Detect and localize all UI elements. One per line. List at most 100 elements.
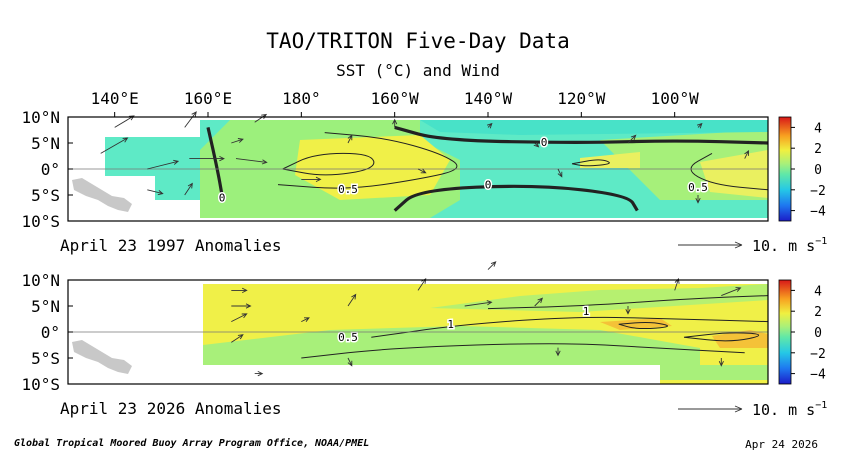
contour-value-label: 0.5: [688, 181, 708, 194]
panel-1997: 0 0 0 0.5 0.5 10°N 5°N 0° 5°S 10°S 4 2 0 −2 −4 April…: [21, 108, 827, 255]
wind-scale-arrowhead: [734, 241, 743, 249]
panel-2026: 110.5 10°N 5°N 0° 5°S 10°S 4 2 0 −2 −4 April 23 …: [21, 261, 827, 419]
contour-line: [206, 127, 224, 196]
y-tick-label: 10°S: [21, 212, 60, 231]
contour-line: [487, 295, 768, 310]
wind-arrow: [184, 182, 193, 196]
x-tick-labels: 140°E 160°E 180° 160°W 140°W 120°W 100°W: [91, 89, 700, 117]
x-tick-label: 160°W: [371, 89, 420, 108]
wind-arrow: [534, 297, 544, 307]
y-tick-label: 5°S: [31, 186, 60, 205]
colorbar-ticks: 4 2 0 −2 −4: [791, 284, 826, 383]
contour-line: [393, 184, 639, 212]
colorbar: 4 2 0 −2 −4: [778, 116, 826, 222]
footer-date: Apr 24 2026: [745, 438, 818, 451]
sst-fill-green-north: [430, 284, 768, 312]
colorbar-tick-label: 4: [814, 284, 822, 299]
wind-arrow: [696, 122, 703, 129]
wind-scale: 10. m s−1: [678, 236, 827, 255]
wind-vectors: [100, 111, 749, 204]
colorbar-tick-label: −2: [810, 347, 826, 362]
wind-arrow: [235, 158, 268, 165]
sst-fill-green-east: [660, 365, 768, 380]
wind-arrow: [464, 300, 493, 307]
land-mass: [72, 178, 132, 212]
wind-arrow: [533, 141, 540, 148]
y-tick-label: 0°: [41, 160, 60, 179]
contour-line: [571, 159, 610, 167]
y-tick-label: 10°N: [21, 108, 60, 127]
contour-value-label: 0: [219, 192, 226, 205]
colorbar-tick-label: −4: [810, 205, 826, 220]
wind-scale-arrowhead: [734, 405, 743, 413]
land-mass: [72, 340, 132, 374]
wind-scale-label: 10. m s−1: [752, 400, 827, 419]
wind-arrow: [625, 306, 631, 315]
colorbar-tick-label: 0: [814, 163, 822, 178]
colorbar-tick-label: 4: [814, 121, 822, 136]
contour-value-label: 1: [447, 318, 454, 331]
contour-line: [282, 152, 375, 176]
x-tick-label: 140°E: [91, 89, 139, 108]
sst-fill-yellow: [295, 135, 450, 200]
colorbar-tick-label: −2: [810, 184, 826, 199]
wind-arrow: [718, 358, 724, 367]
wind-arrow: [487, 261, 497, 270]
contours: [206, 125, 768, 212]
chart-title: TAO/TRITON Five-Day Data: [266, 29, 569, 53]
colorbar: 4 2 0 −2 −4: [778, 279, 826, 385]
wind-arrow: [347, 293, 357, 307]
wind-arrow: [189, 155, 225, 162]
wind-arrow: [392, 118, 398, 128]
y-tick-label: 10°N: [21, 271, 60, 290]
y-tick-label: 10°S: [21, 375, 60, 394]
contour-line: [277, 132, 458, 189]
y-tick-label: 0°: [41, 323, 60, 342]
wind-arrow: [417, 168, 427, 174]
y-tick-label: 5°S: [31, 349, 60, 368]
wind-arrow: [231, 334, 244, 343]
x-tick-label: 160°E: [184, 89, 232, 108]
colorbar-tick-label: −4: [810, 368, 826, 383]
wind-arrow: [486, 122, 493, 129]
wind-arrow: [695, 195, 701, 204]
wind-arrow: [147, 189, 164, 196]
y-tick-label: 5°N: [31, 134, 60, 153]
sst-fill-yellow-east: [580, 150, 768, 198]
y-tick-label: 5°N: [31, 297, 60, 316]
wind-scale: 10. m s−1: [678, 400, 827, 419]
x-tick-label: 140°W: [464, 89, 513, 108]
wind-arrow: [231, 138, 244, 144]
colorbar-gradient: [778, 279, 792, 385]
contour-line: [394, 125, 768, 145]
contour-labels: 0 0 0 0.5 0.5: [217, 134, 709, 206]
wind-arrow: [254, 370, 264, 377]
contour-line: [683, 332, 760, 342]
wind-arrow: [721, 287, 742, 297]
colorbar-tick-label: 2: [814, 305, 822, 320]
colorbar-tick-label: 0: [814, 326, 822, 341]
wind-vectors: [231, 261, 742, 377]
x-tick-label: 100°W: [651, 89, 700, 108]
wind-arrow: [100, 137, 129, 154]
wind-arrow: [231, 303, 252, 309]
colorbar-ticks: 4 2 0 −2 −4: [791, 121, 826, 220]
contour-value-label: 0: [541, 136, 548, 149]
x-tick-label: 180°: [282, 89, 321, 108]
chart-subtitle: SST (°C) and Wind: [336, 61, 500, 80]
footer-credit: Global Tropical Moored Buoy Array Progra…: [14, 437, 369, 449]
wind-arrow: [301, 176, 322, 183]
wind-arrow: [147, 159, 180, 170]
contour-labels: 110.5: [337, 304, 591, 346]
wind-arrow: [231, 287, 248, 294]
wind-arrow: [744, 149, 749, 159]
wind-arrow: [557, 168, 563, 178]
panel-label: April 23 2026 Anomalies: [60, 399, 282, 418]
wind-arrow: [231, 313, 248, 323]
wind-arrow: [301, 317, 310, 323]
x-tick-label: 120°W: [557, 89, 606, 108]
wind-arrow: [347, 357, 353, 367]
wind-scale-label: 10. m s−1: [752, 236, 827, 255]
wind-arrow: [184, 111, 197, 128]
